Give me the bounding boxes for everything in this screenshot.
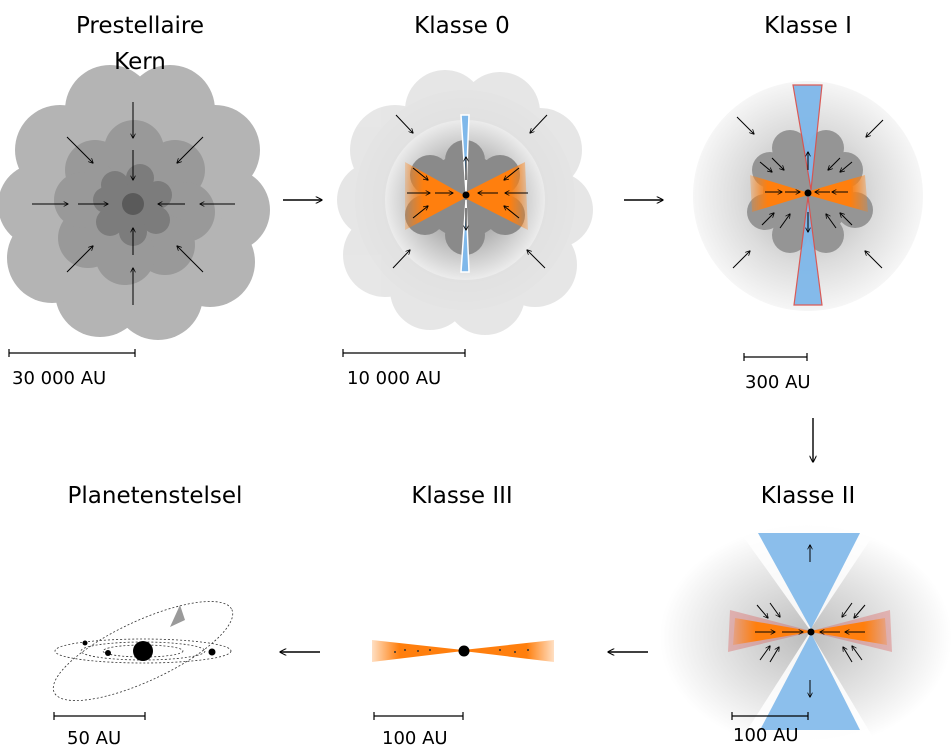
class0-arrows: [392, 114, 548, 269]
class1-arrows: [732, 116, 884, 269]
star-icon: [462, 191, 470, 199]
class3-dust: [394, 649, 529, 653]
planetary-system-group: [52, 601, 234, 701]
class0-group: [337, 70, 593, 335]
title-class0: Klasse 0: [414, 13, 510, 39]
planet-icon: [208, 648, 216, 656]
planet-icon: [82, 640, 88, 646]
title-class1: Klasse I: [764, 13, 852, 39]
star-icon: [458, 645, 470, 657]
title-prestellar-line2: Kern: [114, 49, 166, 75]
scale-label-prestellar: 30 000 AU: [12, 368, 106, 389]
planet-icon: [133, 641, 153, 661]
class1-jets: [792, 84, 823, 306]
flow-arrows: [280, 200, 813, 652]
title-class2: Klasse II: [761, 483, 856, 509]
scale-label-class1: 300 AU: [745, 372, 811, 393]
comet-tail: [170, 605, 185, 627]
scale-label-planetary: 50 AU: [67, 728, 121, 749]
prestellar-core-group: [0, 65, 270, 340]
scale-label-class3: 100 AU: [382, 728, 448, 749]
star-icon: [807, 628, 815, 636]
class3-group: [372, 640, 554, 662]
class1-group: [693, 81, 923, 311]
star-icon: [804, 189, 812, 197]
scale-label-class2: 100 AU: [733, 725, 799, 746]
title-class3: Klasse III: [411, 483, 512, 509]
title-planetary: Planetenstelsel: [68, 483, 243, 509]
class2-arrows: [755, 545, 866, 697]
scale-bars: [8, 349, 809, 720]
class2-group: [660, 525, 952, 749]
prestellar-dense-core: [122, 193, 144, 215]
class0-jets: [460, 114, 470, 273]
planet-icon: [105, 650, 111, 656]
scale-label-class0: 10 000 AU: [347, 368, 441, 389]
title-prestellar-line1: Prestellaire: [76, 13, 204, 39]
infall-arrows: [32, 102, 235, 305]
